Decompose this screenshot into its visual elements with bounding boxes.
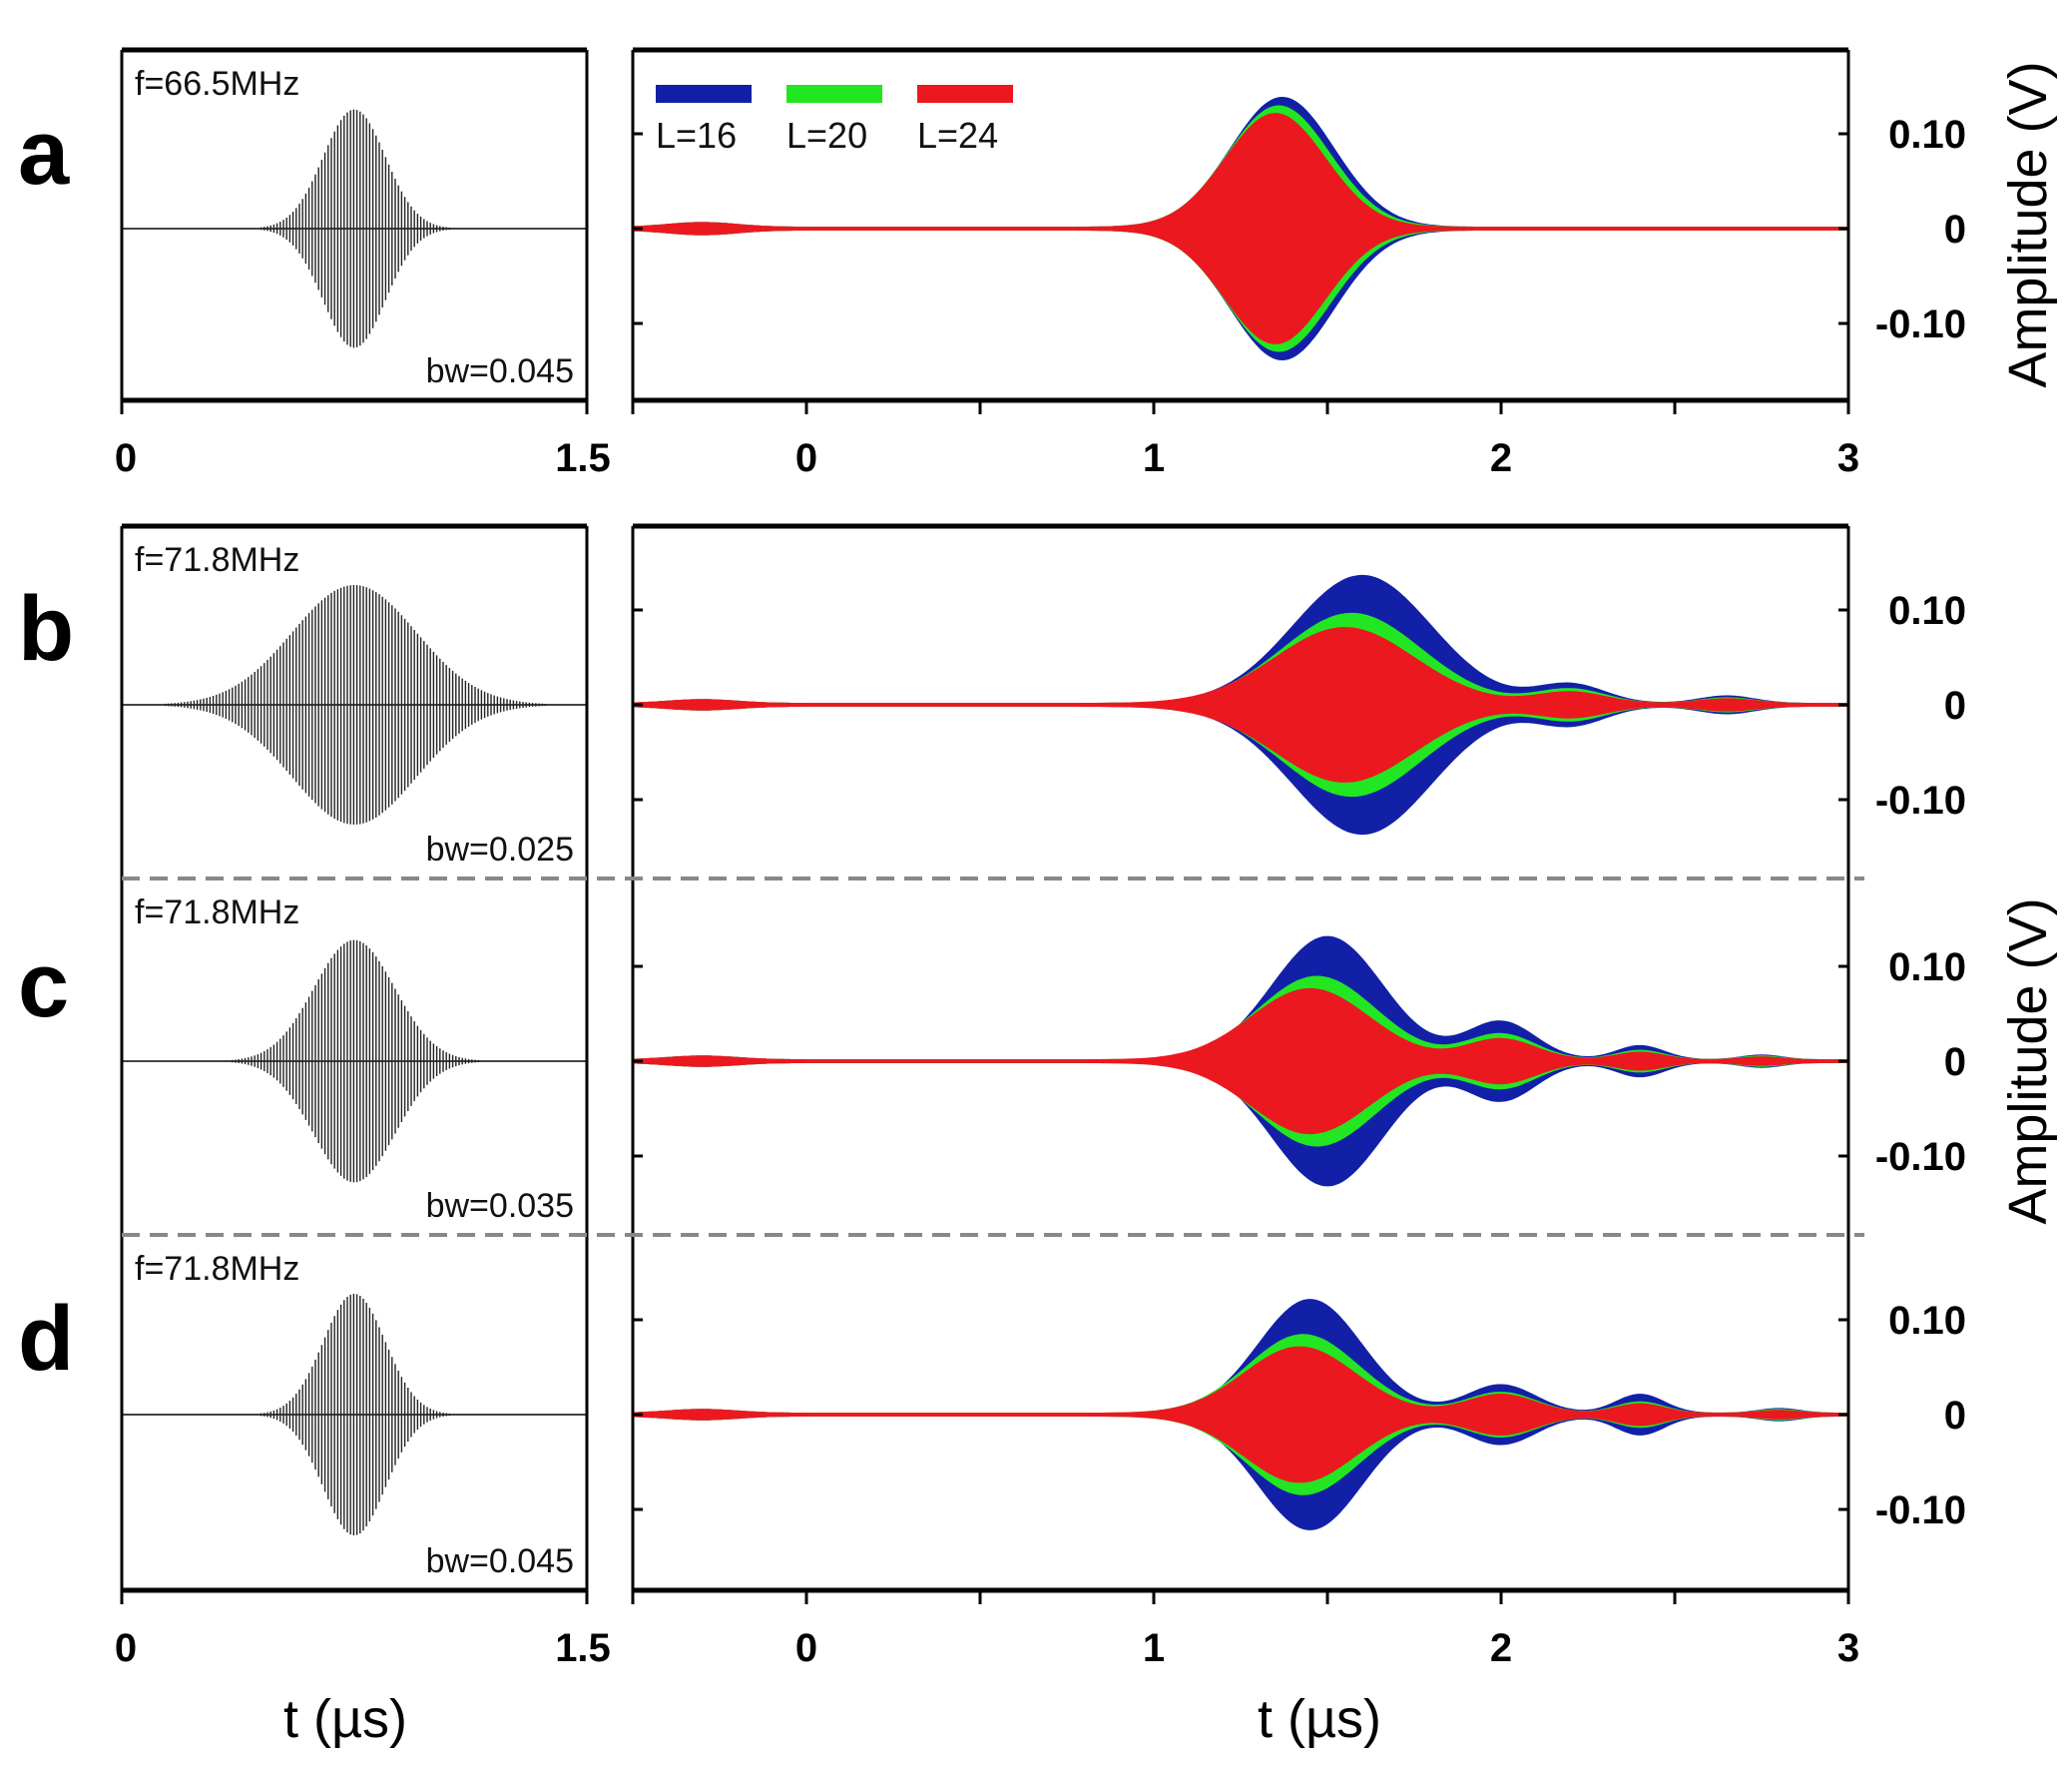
frequency-label: f=71.8MHz bbox=[135, 541, 299, 579]
right-x-tick-label: 2 bbox=[1490, 1626, 1512, 1670]
y-tick-label: -0.10 bbox=[1875, 302, 1966, 346]
right-x-tick-label: 1 bbox=[1143, 436, 1165, 480]
right-x-tick-label: 2 bbox=[1490, 436, 1512, 480]
legend-label: L=20 bbox=[786, 115, 867, 156]
y-tick-label: 0.10 bbox=[1888, 945, 1966, 989]
bandwidth-label: bw=0.045 bbox=[426, 352, 574, 390]
y-tick-label: -0.10 bbox=[1875, 1488, 1966, 1532]
panel-letter: a bbox=[18, 102, 70, 204]
panel-letter: c bbox=[18, 934, 69, 1036]
y-tick-label: -0.10 bbox=[1875, 1135, 1966, 1179]
panel-a: a f=66.5MHz bw=0.045 0.10 0 -0.10 bbox=[18, 65, 1966, 390]
right-x-tick-label: 3 bbox=[1837, 1626, 1859, 1670]
series-envelope-L=24 bbox=[633, 1346, 1848, 1483]
y-tick-label: 0 bbox=[1944, 1040, 1966, 1084]
y-axis-label-bottom: Amplitude (V) bbox=[1998, 897, 2058, 1224]
bandwidth-label: bw=0.045 bbox=[426, 1542, 574, 1580]
right-x-tick-label: 0 bbox=[795, 1626, 817, 1670]
legend-swatch bbox=[656, 85, 752, 103]
left-x-tick-label: 0 bbox=[115, 1626, 137, 1670]
left-x-axis-label: t (µs) bbox=[283, 1689, 407, 1749]
right-x-axis-label: t (µs) bbox=[1258, 1689, 1381, 1749]
input-waveform bbox=[122, 1293, 587, 1536]
legend-swatch bbox=[786, 85, 882, 103]
legend-label: L=16 bbox=[656, 115, 737, 156]
input-waveform bbox=[122, 109, 587, 348]
left-x-tick-label: 0 bbox=[115, 436, 137, 480]
y-axis-label-top: Amplitude (V) bbox=[1998, 61, 2058, 387]
series-envelope-L=24 bbox=[633, 627, 1848, 783]
y-tick-label: 0.10 bbox=[1888, 1299, 1966, 1343]
y-tick-label: -0.10 bbox=[1875, 779, 1966, 823]
panel-d: d f=71.8MHz bw=0.045 0.10 0 -0.10 bbox=[18, 1250, 1966, 1580]
input-waveform bbox=[122, 939, 587, 1183]
bandwidth-label: bw=0.025 bbox=[426, 831, 574, 869]
frequency-label: f=71.8MHz bbox=[135, 893, 299, 931]
legend-swatch bbox=[917, 85, 1013, 103]
y-tick-label: 0.10 bbox=[1888, 113, 1966, 157]
right-x-tick-label: 0 bbox=[795, 436, 817, 480]
frequency-label: f=71.8MHz bbox=[135, 1250, 299, 1288]
left-x-tick-label: 1.5 bbox=[555, 1626, 611, 1670]
panel-c: c f=71.8MHz bw=0.035 0.10 0 -0.10 bbox=[18, 893, 1966, 1225]
legend-label: L=24 bbox=[917, 115, 998, 156]
left-x-tick-label: 1.5 bbox=[555, 436, 611, 480]
right-x-tick-label: 1 bbox=[1143, 1626, 1165, 1670]
y-tick-label: 0 bbox=[1944, 684, 1966, 728]
y-tick-label: 0 bbox=[1944, 1394, 1966, 1438]
input-waveform bbox=[122, 584, 587, 826]
panel-letter: b bbox=[18, 578, 74, 680]
right-x-tick-label: 3 bbox=[1837, 436, 1859, 480]
bandwidth-label: bw=0.035 bbox=[426, 1187, 574, 1225]
y-tick-label: 0.10 bbox=[1888, 589, 1966, 633]
panel-b: b f=71.8MHz bw=0.025 0.10 0 -0.10 bbox=[18, 541, 1966, 869]
frequency-label: f=66.5MHz bbox=[135, 65, 299, 103]
y-tick-label: 0 bbox=[1944, 208, 1966, 252]
panel-letter: d bbox=[18, 1288, 74, 1390]
series-envelope-L=24 bbox=[633, 987, 1848, 1135]
series-envelope-L=24 bbox=[633, 113, 1848, 344]
